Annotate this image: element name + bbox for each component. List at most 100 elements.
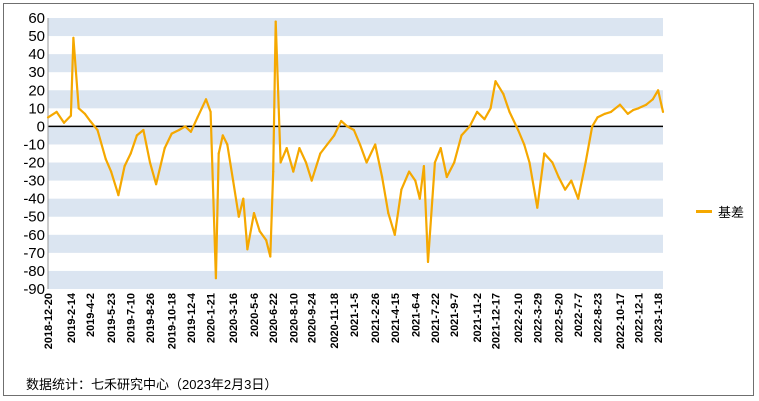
y-tick-label: -60 <box>23 227 45 244</box>
series-point <box>155 183 158 186</box>
series-point <box>596 116 599 119</box>
x-tick-label: 2019-8-26 <box>145 293 157 343</box>
x-tick-label: 2020-11-18 <box>329 293 341 349</box>
series-point <box>310 179 313 182</box>
x-tick-label: 2022-7-7 <box>573 293 585 337</box>
series-point <box>651 98 654 101</box>
y-tick-label: -70 <box>23 245 45 262</box>
x-tick-label: 2021-1-5 <box>349 293 361 337</box>
series-point <box>536 206 539 209</box>
x-tick-label: 2019-4-2 <box>85 293 97 337</box>
series-point <box>523 143 526 146</box>
series-point <box>170 132 173 135</box>
series-point <box>129 152 132 155</box>
x-tick-label: 2019-10-18 <box>167 293 179 349</box>
chart-plot: -90-80-70-60-50-40-30-20 -100102030405060… <box>23 10 665 349</box>
series-point <box>333 134 336 137</box>
series-point <box>204 98 208 101</box>
series-point <box>217 152 220 155</box>
series-point <box>69 114 72 117</box>
x-tick-label: 2019-7-10 <box>126 293 138 343</box>
series-point <box>304 161 308 164</box>
series-point <box>285 147 288 150</box>
x-tick-label: 2022-2-10 <box>513 293 525 343</box>
series-point <box>272 170 275 173</box>
series-point <box>326 143 329 146</box>
series-point <box>258 230 261 233</box>
x-tick-label: 2020-5-6 <box>249 293 261 337</box>
series-point <box>214 277 217 280</box>
x-tick-label: 2023-1-18 <box>653 293 665 343</box>
series-point <box>77 107 80 110</box>
series-point <box>226 143 229 146</box>
series-point <box>340 119 343 123</box>
y-tick-label: 0 <box>37 118 45 135</box>
series-point <box>453 161 456 164</box>
x-tick-label: 2019-12-4 <box>186 292 198 343</box>
grid-band <box>48 198 663 217</box>
x-tick-label: 2021-12-17 <box>491 293 503 349</box>
series-point <box>374 143 377 146</box>
x-tick-label: 2021-4-15 <box>390 293 402 343</box>
series-point <box>445 175 448 179</box>
series-point <box>502 92 505 95</box>
x-tick-label: 2019-5-23 <box>106 293 118 343</box>
x-tick-label: 2021-6-4 <box>410 292 422 337</box>
series-point <box>577 197 580 200</box>
y-tick-label: 20 <box>28 82 45 99</box>
series-point <box>246 248 249 251</box>
y-tick-label: 10 <box>28 100 45 117</box>
series-point <box>62 121 66 124</box>
series-point <box>468 125 471 128</box>
y-tick-label: -80 <box>23 263 45 280</box>
series-point <box>189 130 192 133</box>
series-point <box>439 147 442 150</box>
x-tick-label: 2022-3-29 <box>532 293 544 343</box>
series-point <box>433 161 436 164</box>
series-point <box>274 20 277 23</box>
x-tick-label: 2020-9-24 <box>307 292 319 343</box>
series-point <box>645 103 648 106</box>
series-point <box>89 119 92 123</box>
series-point <box>177 128 181 132</box>
y-tick-label: -40 <box>23 191 45 208</box>
series-point <box>476 110 479 113</box>
series-point <box>72 36 75 40</box>
x-tick-label: 2020-3-16 <box>228 293 240 343</box>
chart-legend: 基差 <box>696 202 744 221</box>
series-point <box>570 179 573 182</box>
series-point <box>135 134 138 137</box>
series-point <box>279 161 282 164</box>
series-point <box>365 161 368 164</box>
series-point <box>358 143 362 146</box>
x-tick-label: 2021-9-7 <box>449 293 461 337</box>
series-point <box>346 125 349 128</box>
grid-band <box>48 18 663 37</box>
series-point <box>489 107 492 110</box>
grid-band <box>48 54 663 73</box>
x-tick-label: 2022-5-20 <box>554 293 566 343</box>
y-tick-label: -90 <box>23 281 45 298</box>
legend-swatch <box>696 210 712 213</box>
series-point <box>142 128 145 132</box>
series-point <box>110 170 113 173</box>
y-tick-label: -10 <box>23 136 45 153</box>
series-point <box>508 110 511 113</box>
series-point <box>221 134 224 137</box>
x-tick-label: 2020-8-10 <box>288 293 300 343</box>
series-point <box>237 215 240 218</box>
x-tick-label: 2020-6-22 <box>268 293 280 343</box>
series-point <box>252 212 256 215</box>
series-point <box>55 110 58 113</box>
legend-label: 基差 <box>718 205 745 220</box>
series-point <box>422 165 425 168</box>
chart-frame: -90 -80 -70 -60 -50 -40 -30 -20 -10 0 10 20 30 40 50 60… <box>3 3 754 396</box>
series-point <box>352 128 355 132</box>
x-tick-label: 2022-12-1 <box>633 293 645 343</box>
series-point <box>393 233 396 236</box>
series-point <box>603 112 607 115</box>
grid-band <box>48 270 663 289</box>
grid-band <box>48 90 663 109</box>
x-tick-label: 2020-1-21 <box>206 293 218 343</box>
series-point <box>414 179 417 182</box>
